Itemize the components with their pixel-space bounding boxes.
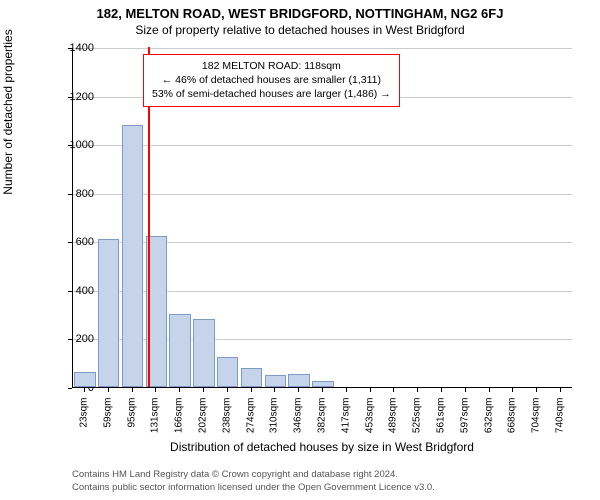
y-tick-mark xyxy=(68,194,72,195)
x-tick-mark xyxy=(465,388,466,392)
chart-main-title: 182, MELTON ROAD, WEST BRIDGFORD, NOTTIN… xyxy=(0,0,600,21)
x-tick-mark xyxy=(274,388,275,392)
histogram-bar xyxy=(265,375,286,387)
x-tick-mark xyxy=(203,388,204,392)
y-tick-mark xyxy=(68,339,72,340)
x-tick-label: 704sqm xyxy=(531,398,542,448)
x-tick-mark xyxy=(560,388,561,392)
y-tick-label: 200 xyxy=(54,333,94,345)
x-tick-mark xyxy=(346,388,347,392)
y-axis-label: Number of detached properties xyxy=(1,2,15,222)
y-tick-mark xyxy=(68,242,72,243)
x-tick-label: 166sqm xyxy=(174,398,185,448)
x-tick-label: 525sqm xyxy=(412,398,423,448)
histogram-bar xyxy=(312,381,333,387)
x-tick-mark xyxy=(84,388,85,392)
x-tick-label: 632sqm xyxy=(483,398,494,448)
x-tick-label: 310sqm xyxy=(269,398,280,448)
y-tick-label: 1200 xyxy=(54,91,94,103)
x-tick-label: 668sqm xyxy=(507,398,518,448)
y-tick-label: 1000 xyxy=(54,139,94,151)
x-tick-mark xyxy=(155,388,156,392)
histogram-bar xyxy=(122,125,143,387)
chart-plot-area: 182 MELTON ROAD: 118sqm← 46% of detached… xyxy=(72,48,572,388)
x-tick-label: 561sqm xyxy=(436,398,447,448)
histogram-bar xyxy=(98,239,119,387)
x-tick-label: 274sqm xyxy=(245,398,256,448)
callout-box: 182 MELTON ROAD: 118sqm← 46% of detached… xyxy=(143,54,400,107)
histogram-bar xyxy=(241,368,262,387)
y-tick-label: 400 xyxy=(54,285,94,297)
histogram-bar xyxy=(169,314,190,387)
x-tick-mark xyxy=(393,388,394,392)
x-tick-label: 740sqm xyxy=(555,398,566,448)
y-tick-mark xyxy=(68,97,72,98)
histogram-bar xyxy=(288,374,309,387)
chart-subtitle: Size of property relative to detached ho… xyxy=(0,21,600,37)
callout-line3: 53% of semi-detached houses are larger (… xyxy=(152,87,391,101)
footer-line-1: Contains HM Land Registry data © Crown c… xyxy=(72,469,435,481)
x-tick-mark xyxy=(179,388,180,392)
x-tick-label: 489sqm xyxy=(388,398,399,448)
x-tick-label: 346sqm xyxy=(293,398,304,448)
x-tick-label: 453sqm xyxy=(364,398,375,448)
y-tick-mark xyxy=(68,48,72,49)
x-tick-label: 95sqm xyxy=(126,398,137,448)
x-tick-label: 597sqm xyxy=(459,398,470,448)
x-tick-mark xyxy=(227,388,228,392)
y-tick-mark xyxy=(68,145,72,146)
x-tick-label: 23sqm xyxy=(78,398,89,448)
x-tick-label: 417sqm xyxy=(340,398,351,448)
histogram-bar xyxy=(217,357,238,387)
x-tick-mark xyxy=(417,388,418,392)
y-tick-label: 1400 xyxy=(54,42,94,54)
histogram-bar xyxy=(193,319,214,387)
x-tick-mark xyxy=(370,388,371,392)
x-tick-mark xyxy=(322,388,323,392)
y-tick-mark xyxy=(68,388,72,389)
x-tick-label: 131sqm xyxy=(150,398,161,448)
y-tick-label: 600 xyxy=(54,236,94,248)
callout-line2: ← 46% of detached houses are smaller (1,… xyxy=(152,73,391,87)
x-tick-mark xyxy=(108,388,109,392)
x-tick-mark xyxy=(441,388,442,392)
histogram-bar xyxy=(74,372,95,387)
x-tick-label: 59sqm xyxy=(102,398,113,448)
x-tick-mark xyxy=(489,388,490,392)
x-tick-mark xyxy=(251,388,252,392)
y-tick-mark xyxy=(68,291,72,292)
x-tick-mark xyxy=(512,388,513,392)
x-tick-label: 202sqm xyxy=(197,398,208,448)
x-tick-label: 382sqm xyxy=(317,398,328,448)
x-tick-mark xyxy=(536,388,537,392)
callout-line1: 182 MELTON ROAD: 118sqm xyxy=(152,59,391,73)
chart-footer: Contains HM Land Registry data © Crown c… xyxy=(72,469,435,494)
x-tick-label: 238sqm xyxy=(221,398,232,448)
x-tick-mark xyxy=(132,388,133,392)
footer-line-2: Contains public sector information licen… xyxy=(72,482,435,494)
x-tick-mark xyxy=(298,388,299,392)
y-tick-label: 800 xyxy=(54,188,94,200)
